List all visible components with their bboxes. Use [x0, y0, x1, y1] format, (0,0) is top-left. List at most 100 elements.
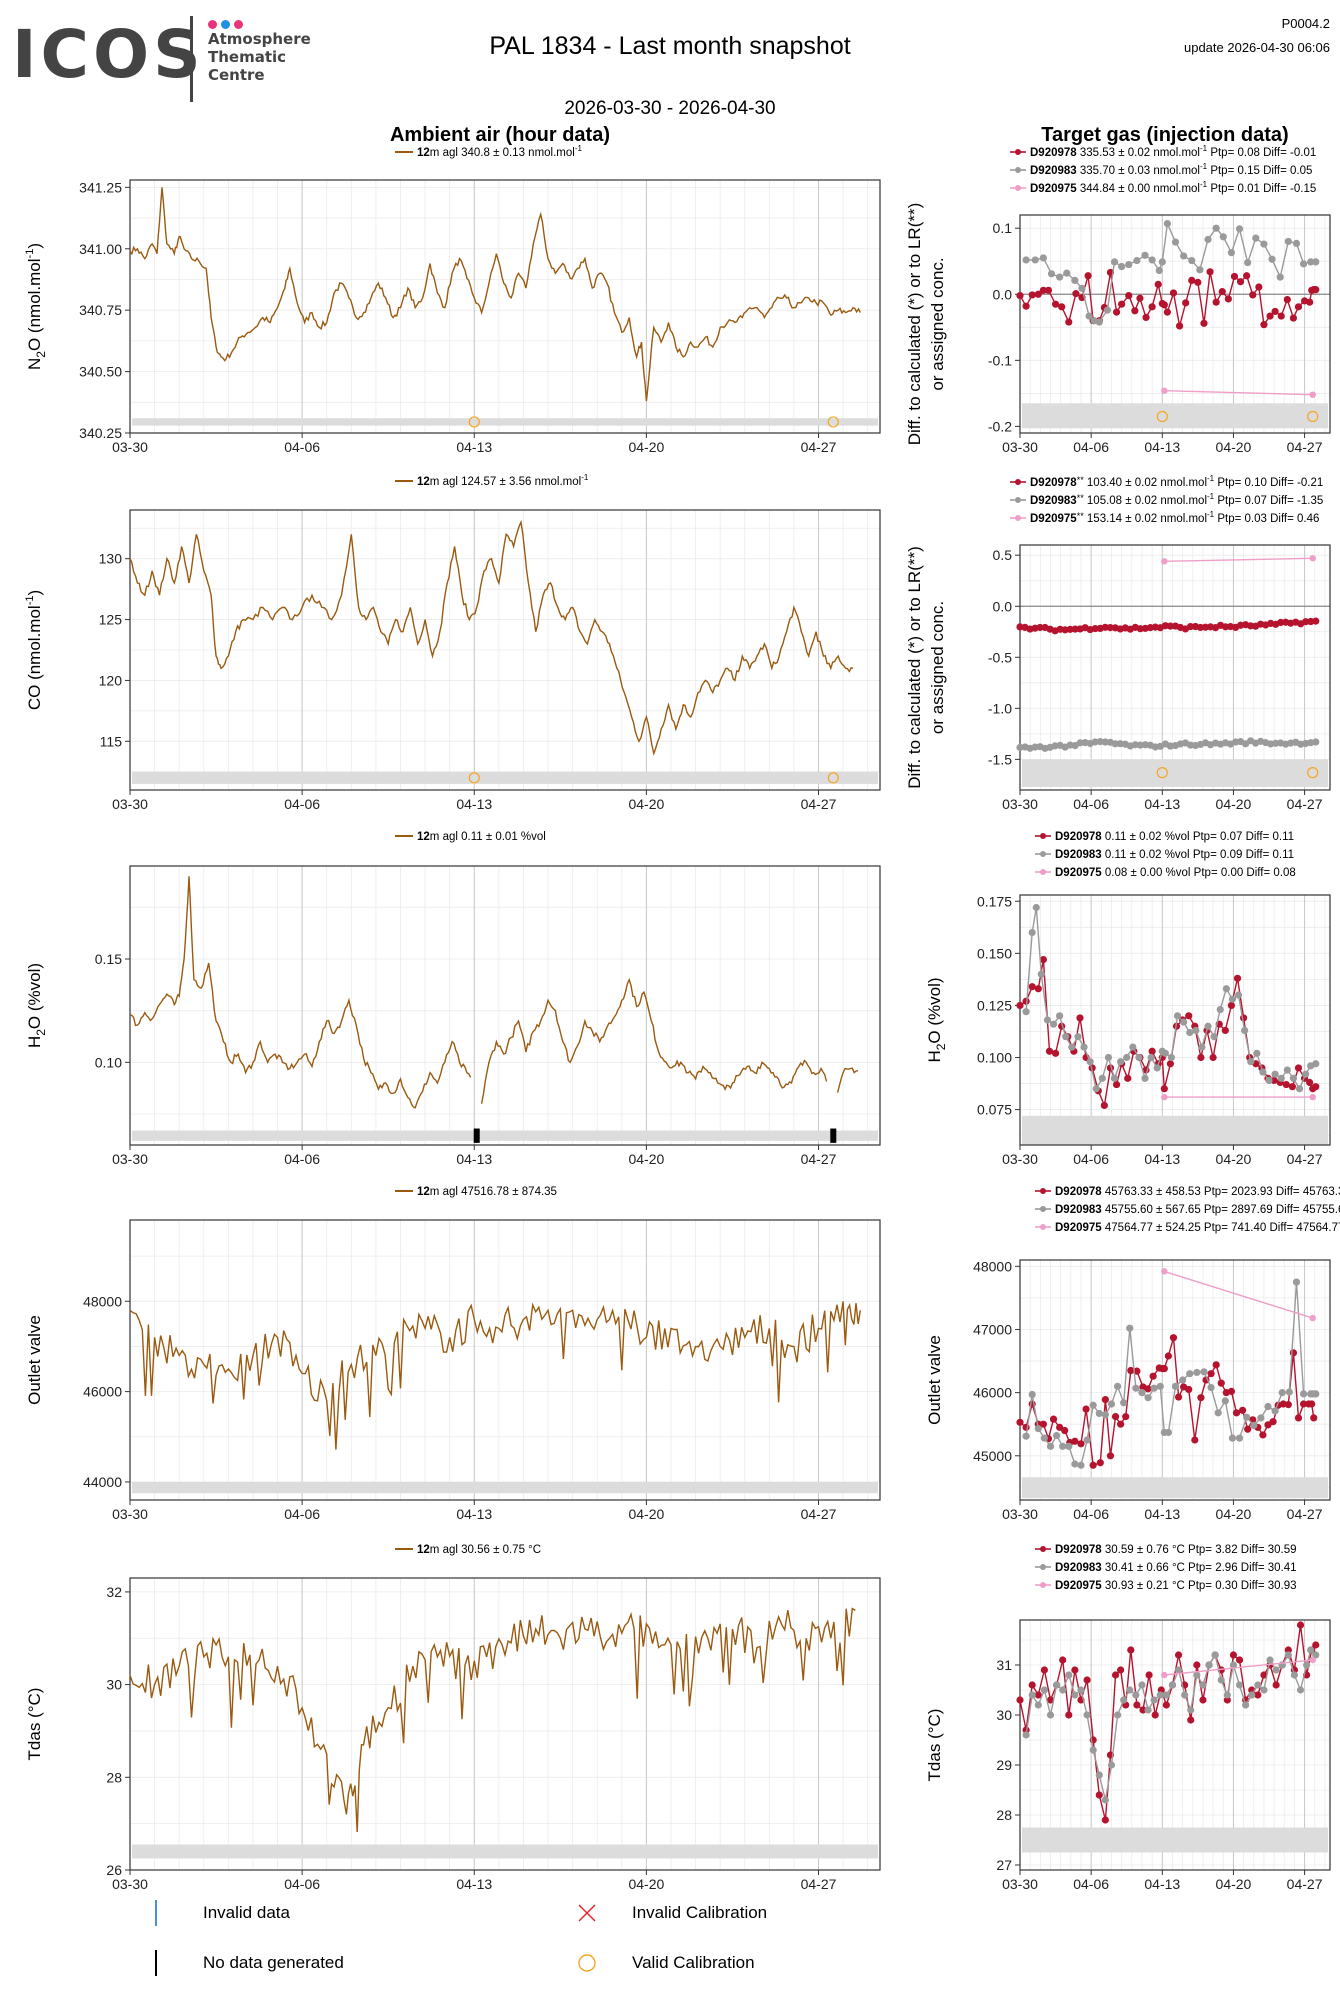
data-point-D920983 [1089, 1746, 1097, 1754]
data-point-D920983 [1171, 1382, 1180, 1390]
legend-entry: D920983 45755.60 ± 567.65 Ptp= 2897.69 D… [1055, 1204, 1340, 1216]
data-point-D920983 [1180, 252, 1188, 260]
legend-series-id: D920983 [1030, 495, 1077, 507]
plot-frame [129, 1219, 881, 1501]
data-point-D920978 [1255, 283, 1263, 291]
data-point-D920978 [1039, 286, 1047, 294]
y-axis-label: Diff. to calculated (*) or to LR(**) [905, 203, 924, 446]
ambient-series-line [129, 187, 861, 402]
data-point-D920983 [1268, 255, 1276, 263]
x-tick-label: 03-30 [112, 1506, 148, 1522]
data-point-D920978 [1223, 1696, 1231, 1704]
data-point-D920978 [1272, 1681, 1280, 1689]
data-point-D920983 [1080, 1043, 1088, 1051]
data-point-D920978 [1142, 313, 1150, 321]
legend-point [1015, 167, 1021, 173]
y-tick-label: 48000 [83, 1293, 122, 1309]
data-point-D920978 [1016, 1696, 1024, 1704]
data-point-D920978 [1039, 1420, 1047, 1428]
x-tick-label: 04-06 [284, 439, 320, 455]
no-data-label: No data generated [203, 1953, 344, 1972]
legend-point [1040, 1188, 1046, 1194]
data-point-D920983 [1312, 738, 1320, 746]
data-point-D920978 [1188, 276, 1196, 284]
invalid-calibration-label: Invalid Calibration [632, 1903, 768, 1922]
data-point-D920983 [1296, 1686, 1305, 1694]
data-point-D920983 [1257, 1414, 1265, 1422]
legend-entry: D920978** 103.40 ± 0.02 nmol.mol-1 Ptp= … [1030, 474, 1323, 489]
data-point-D920978 [1136, 294, 1144, 302]
x-tick-label: 04-27 [801, 1151, 837, 1167]
data-point-D920978 [1095, 1791, 1103, 1799]
data-point-D920983 [1077, 1461, 1085, 1469]
data-point-D920983 [1253, 1049, 1261, 1057]
document-code: P0004.2 [1281, 16, 1330, 31]
plot-frame [1019, 894, 1331, 1146]
data-point-D920983 [1085, 312, 1093, 320]
legend-point [1040, 869, 1046, 875]
data-point-D920983 [1292, 1278, 1301, 1286]
legend-stats: Ptp= 741.40 Diff= 47564.77 [1201, 1222, 1340, 1234]
data-point-D920978 [1058, 303, 1066, 311]
data-point-D920975 [1161, 1268, 1168, 1275]
y-tick-label: 0.1 [993, 220, 1013, 236]
data-point-D920983 [1059, 1686, 1067, 1694]
data-point-D920978 [1200, 319, 1208, 327]
logo-separator [190, 16, 193, 102]
legend-value: m agl 124.57 ± 3.56 nmol.mol [430, 476, 581, 488]
status-band [1022, 403, 1328, 429]
x-tick-label: 04-27 [801, 796, 837, 812]
x-tick-label: 04-06 [284, 1506, 320, 1522]
data-point-D920983 [1047, 270, 1056, 278]
ambient-series-line [129, 1301, 861, 1450]
x-tick-label: 04-06 [1073, 796, 1109, 812]
y-label-part: Outlet valve [25, 1315, 44, 1405]
legend-stats: Ptp= 3.82 Diff= 30.59 [1185, 1544, 1297, 1556]
y-tick-label: 0.0 [993, 598, 1013, 614]
data-point-D920983 [1193, 1671, 1201, 1679]
data-point-D920983 [1107, 1400, 1116, 1408]
data-point-D920978 [1162, 1701, 1170, 1709]
data-point-D920983 [1059, 1442, 1067, 1450]
y-label-sub: 2 [34, 1029, 48, 1036]
legend-value: m agl 47516.78 ± 874.35 [430, 1186, 557, 1198]
data-point-D920978 [1209, 1053, 1217, 1062]
data-point-D920978 [1046, 1696, 1055, 1704]
data-point-D920978 [1260, 321, 1268, 329]
data-point-D920983 [1118, 262, 1126, 271]
data-point-D920978 [1059, 1656, 1067, 1664]
data-point-D920983 [1110, 258, 1119, 266]
data-point-D920983 [1229, 1661, 1238, 1669]
data-point-D920978 [1160, 301, 1168, 309]
data-point-D920983 [1187, 1706, 1195, 1714]
data-point-D920983 [1148, 256, 1156, 264]
data-point-D920978 [1112, 1080, 1121, 1089]
valid-calibration-marker [1156, 767, 1168, 779]
data-point-D920978 [1217, 1379, 1225, 1387]
y-label-sub: 2 [934, 1043, 948, 1050]
data-point-D920983 [1186, 1370, 1194, 1378]
y-tick-label: 341.25 [79, 179, 122, 195]
data-point-D920978 [1133, 1701, 1141, 1709]
data-point-D920983 [1272, 1666, 1280, 1674]
data-point-D920983 [1222, 985, 1230, 993]
legend-stats: Ptp= 0.03 Diff= 0.46 [1214, 513, 1319, 525]
legend-series-id: D920983 [1030, 165, 1077, 177]
data-point-D920983 [1276, 273, 1284, 281]
data-point-D920983 [1117, 1058, 1125, 1066]
data-point-D920983 [1205, 1661, 1213, 1669]
y-axis-label: H2O (%vol) [925, 977, 948, 1062]
y-axis-label: or assigned conc. [928, 257, 947, 390]
data-point-D920978 [1071, 1437, 1079, 1445]
data-point-D920978 [1034, 290, 1042, 298]
legend-sup: -1 [1207, 492, 1215, 501]
x-tick-label: 04-20 [1216, 1151, 1252, 1167]
data-point-D920983 [1028, 1390, 1036, 1399]
data-point-D920983 [1254, 1681, 1262, 1689]
data-point-D920983 [1299, 1390, 1308, 1398]
data-point-D920983 [1284, 237, 1292, 246]
data-point-D920983 [1210, 1033, 1218, 1041]
y-tick-label: 115 [100, 733, 123, 749]
data-point-D920983 [1077, 1686, 1085, 1694]
outlet-ambient-panel: 44000 46000 48000 03-30 04-06 04-13 04-20 04-27… [25, 1186, 881, 1522]
